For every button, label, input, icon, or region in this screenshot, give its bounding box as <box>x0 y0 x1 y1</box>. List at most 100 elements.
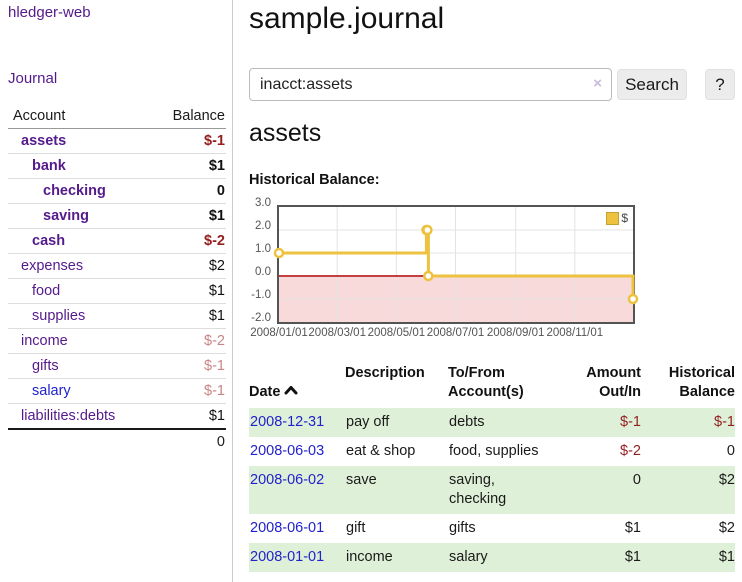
register-row: 2008-06-03 eat & shop food, supplies $-2… <box>249 437 735 466</box>
account-link[interactable]: gifts <box>32 358 59 374</box>
x-axis-tick-label: 2008/07/01 <box>426 327 485 339</box>
account-link[interactable]: saving <box>43 208 89 224</box>
account-column-header: Account <box>13 108 66 124</box>
account-row-bank: bank $1 <box>8 154 226 179</box>
accounts-table-header: Account Balance <box>8 106 226 129</box>
account-balance: $-1 <box>204 358 225 374</box>
account-balance: 0 <box>216 183 225 199</box>
account-balance: $-1 <box>204 133 225 149</box>
brand-link[interactable]: hledger-web <box>8 4 91 21</box>
chart-title: Historical Balance: <box>249 172 380 188</box>
amount-column-header: Amount Out/In <box>586 365 641 400</box>
account-heading: assets <box>249 119 322 147</box>
accounts-table: Account Balance assets $-1 bank $1 check… <box>8 106 226 454</box>
transaction-accounts: gifts <box>449 520 476 536</box>
register-row: 2008-01-01 income salary $1 $1 <box>249 543 735 572</box>
account-row-assets: assets $-1 <box>8 129 226 154</box>
transaction-date-link[interactable]: 2008-01-01 <box>250 549 325 565</box>
chart-plot-area: $ <box>273 205 639 324</box>
account-balance: $1 <box>208 158 225 174</box>
transaction-accounts: food, supplies <box>449 443 539 459</box>
transaction-accounts: salary <box>449 549 488 565</box>
transaction-balance: $-1 <box>714 414 735 430</box>
series-label: $ <box>621 211 628 225</box>
account-link[interactable]: cash <box>32 233 66 249</box>
transaction-amount: $-2 <box>620 443 641 459</box>
balance-column-header: Balance <box>172 108 225 124</box>
y-axis-tick-label: 3.0 <box>255 197 271 209</box>
y-axis-tick-label: 2.0 <box>255 220 271 232</box>
account-balance: $-2 <box>204 333 225 349</box>
transaction-amount: 0 <box>632 472 641 488</box>
transaction-balance: $2 <box>718 520 735 536</box>
account-link[interactable]: income <box>21 333 68 349</box>
account-row-supplies: supplies $1 <box>8 304 226 329</box>
x-axis-tick-label: 2008/05/01 <box>367 327 426 339</box>
search-button[interactable]: Search <box>617 69 687 100</box>
register-row: 2008-06-02 save saving, checking 0 $2 <box>249 466 735 514</box>
account-link[interactable]: food <box>32 283 61 299</box>
date-column-header[interactable]: Date <box>249 362 345 408</box>
account-balance: $1 <box>208 283 225 299</box>
transaction-description: eat & shop <box>346 443 416 459</box>
account-balance: $1 <box>208 408 225 424</box>
transaction-date-link[interactable]: 2008-06-03 <box>250 443 325 459</box>
accounts-total-row: 0 <box>8 430 226 454</box>
sidebar-item-journal[interactable]: Journal <box>8 70 58 87</box>
help-button[interactable]: ? <box>705 69 735 100</box>
x-axis-tick-label: 2008/09/01 <box>486 327 545 339</box>
search-input[interactable] <box>249 68 612 101</box>
account-balance: $1 <box>208 308 225 324</box>
transaction-balance: 0 <box>726 443 735 459</box>
register-row: 2008-06-01 gift gifts $1 $2 <box>249 514 735 543</box>
chart-canvas <box>273 207 639 322</box>
register-header-row: Date Description To/From Account(s) Amou… <box>249 362 735 408</box>
register-row: 2008-12-31 pay off debts $-1 $-1 <box>249 408 735 437</box>
account-balance: $-2 <box>204 233 225 249</box>
account-link[interactable]: liabilities:debts <box>21 408 116 424</box>
x-axis-tick-label: 2008/11/01 <box>546 327 604 339</box>
transaction-amount: $1 <box>624 549 641 565</box>
y-axis-tick-label: 0.0 <box>255 266 271 278</box>
account-link[interactable]: checking <box>43 183 106 199</box>
sidebar: hledger-web Journal Account Balance asse… <box>0 0 233 582</box>
transaction-accounts: saving, checking <box>449 472 507 507</box>
account-row-gifts: gifts $-1 <box>8 354 226 379</box>
accounts-total-value: 0 <box>216 434 225 450</box>
search-bar: × Search ? <box>249 68 735 101</box>
transaction-date-link[interactable]: 2008-12-31 <box>250 414 325 430</box>
account-row-salary: salary $-1 <box>8 379 226 404</box>
account-link[interactable]: bank <box>32 158 66 174</box>
y-axis-tick-label: -2.0 <box>251 312 271 324</box>
sort-ascending-icon <box>284 386 298 395</box>
x-axis-tick-label: 2008/01/01 <box>250 327 308 339</box>
transaction-date-link[interactable]: 2008-06-02 <box>250 472 325 488</box>
account-link[interactable]: salary <box>32 383 71 399</box>
transaction-description: pay off <box>346 414 390 430</box>
page-title: sample.journal <box>249 2 445 35</box>
account-row-saving: saving $1 <box>8 204 226 229</box>
account-link[interactable]: assets <box>21 133 67 149</box>
series-swatch-icon <box>606 211 620 225</box>
account-row-checking: checking 0 <box>8 179 226 204</box>
account-row-cash: cash $-2 <box>8 229 226 254</box>
account-link[interactable]: expenses <box>21 258 84 274</box>
transaction-description: gift <box>346 520 366 536</box>
balance-column-header: Historical Balance <box>668 365 735 400</box>
transaction-balance: $1 <box>718 549 735 565</box>
transaction-amount: $1 <box>624 520 641 536</box>
transaction-date-link[interactable]: 2008-06-01 <box>250 520 325 536</box>
account-row-expenses: expenses $2 <box>8 254 226 279</box>
x-axis-tick-label: 2008/03/01 <box>308 327 366 339</box>
transaction-balance: $2 <box>718 472 735 488</box>
account-balance: $2 <box>208 258 225 274</box>
clear-search-icon[interactable]: × <box>593 75 602 92</box>
description-column-header: Description <box>345 365 425 381</box>
historical-balance-chart: $ 3.0 2.0 1.0 0.0 -1.0 -2.0 2008/01/01 2008/03/… <box>241 197 721 350</box>
account-row-income: income $-2 <box>8 329 226 354</box>
account-link[interactable]: supplies <box>32 308 86 324</box>
register-table: Date Description To/From Account(s) Amou… <box>249 362 735 572</box>
accounts-column-header: To/From Account(s) <box>448 365 524 400</box>
transaction-description: save <box>346 472 377 488</box>
